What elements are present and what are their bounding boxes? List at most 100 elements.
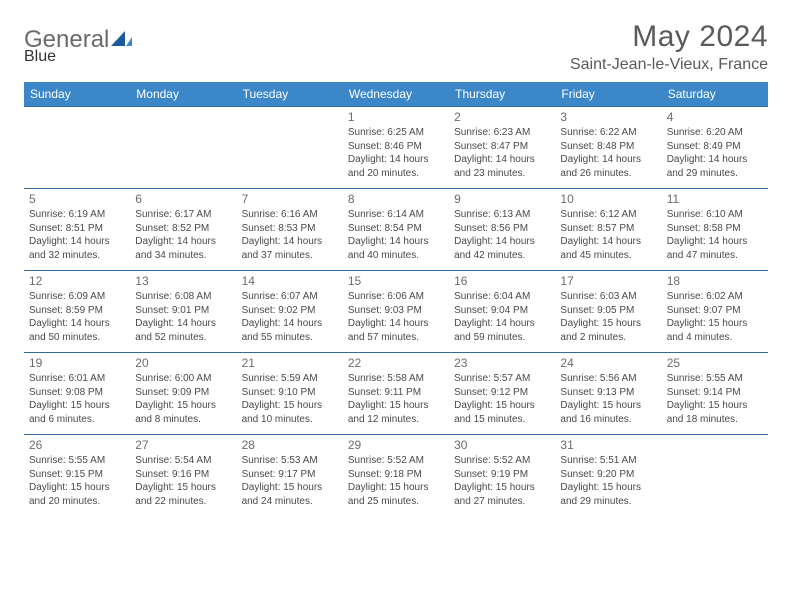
- calendar-cell: 28Sunrise: 5:53 AMSunset: 9:17 PMDayligh…: [237, 435, 343, 517]
- day-header: Saturday: [662, 82, 768, 107]
- daylight-text-2: and 4 minutes.: [667, 331, 763, 345]
- daylight-text-2: and 18 minutes.: [667, 413, 763, 427]
- sunrise-text: Sunrise: 6:25 AM: [348, 126, 444, 140]
- day-number: 27: [135, 438, 231, 452]
- sunrise-text: Sunrise: 5:57 AM: [454, 372, 550, 386]
- sunset-text: Sunset: 8:57 PM: [560, 222, 656, 236]
- daylight-text-1: Daylight: 15 hours: [560, 317, 656, 331]
- day-number: 17: [560, 274, 656, 288]
- sunset-text: Sunset: 9:13 PM: [560, 386, 656, 400]
- day-header: Friday: [555, 82, 661, 107]
- calendar-cell: 22Sunrise: 5:58 AMSunset: 9:11 PMDayligh…: [343, 353, 449, 435]
- daylight-text-2: and 8 minutes.: [135, 413, 231, 427]
- calendar-cell: 13Sunrise: 6:08 AMSunset: 9:01 PMDayligh…: [130, 271, 236, 353]
- daylight-text-2: and 47 minutes.: [667, 249, 763, 263]
- daylight-text-1: Daylight: 14 hours: [667, 153, 763, 167]
- daylight-text-1: Daylight: 15 hours: [560, 481, 656, 495]
- day-number: 18: [667, 274, 763, 288]
- day-number: 28: [242, 438, 338, 452]
- calendar-row: 1Sunrise: 6:25 AMSunset: 8:46 PMDaylight…: [24, 107, 768, 189]
- calendar-cell: 1Sunrise: 6:25 AMSunset: 8:46 PMDaylight…: [343, 107, 449, 189]
- sunset-text: Sunset: 8:59 PM: [29, 304, 125, 318]
- page-title: May 2024: [570, 20, 768, 54]
- daylight-text-1: Daylight: 14 hours: [135, 317, 231, 331]
- sunrise-text: Sunrise: 5:55 AM: [667, 372, 763, 386]
- sunset-text: Sunset: 8:46 PM: [348, 140, 444, 154]
- day-number: 14: [242, 274, 338, 288]
- day-number: 22: [348, 356, 444, 370]
- day-number: 10: [560, 192, 656, 206]
- sunrise-text: Sunrise: 6:08 AM: [135, 290, 231, 304]
- sunset-text: Sunset: 9:09 PM: [135, 386, 231, 400]
- day-number: 20: [135, 356, 231, 370]
- sunrise-text: Sunrise: 6:03 AM: [560, 290, 656, 304]
- day-number: 11: [667, 192, 763, 206]
- daylight-text-1: Daylight: 15 hours: [135, 399, 231, 413]
- sunrise-text: Sunrise: 5:56 AM: [560, 372, 656, 386]
- day-number: 7: [242, 192, 338, 206]
- daylight-text-2: and 25 minutes.: [348, 495, 444, 509]
- daylight-text-2: and 6 minutes.: [29, 413, 125, 427]
- sunset-text: Sunset: 9:10 PM: [242, 386, 338, 400]
- calendar-row: 5Sunrise: 6:19 AMSunset: 8:51 PMDaylight…: [24, 189, 768, 271]
- sunrise-text: Sunrise: 5:53 AM: [242, 454, 338, 468]
- daylight-text-2: and 2 minutes.: [560, 331, 656, 345]
- day-header: Monday: [130, 82, 236, 107]
- daylight-text-2: and 55 minutes.: [242, 331, 338, 345]
- day-number: 16: [454, 274, 550, 288]
- sunrise-text: Sunrise: 6:20 AM: [667, 126, 763, 140]
- sunrise-text: Sunrise: 6:09 AM: [29, 290, 125, 304]
- sunset-text: Sunset: 8:52 PM: [135, 222, 231, 236]
- sunset-text: Sunset: 9:05 PM: [560, 304, 656, 318]
- calendar-cell: 16Sunrise: 6:04 AMSunset: 9:04 PMDayligh…: [449, 271, 555, 353]
- daylight-text-2: and 23 minutes.: [454, 167, 550, 181]
- calendar-cell: [130, 107, 236, 189]
- day-number: 5: [29, 192, 125, 206]
- daylight-text-1: Daylight: 15 hours: [135, 481, 231, 495]
- sunrise-text: Sunrise: 6:12 AM: [560, 208, 656, 222]
- day-number: 31: [560, 438, 656, 452]
- calendar-table: SundayMondayTuesdayWednesdayThursdayFrid…: [24, 82, 768, 516]
- sunset-text: Sunset: 9:16 PM: [135, 468, 231, 482]
- sunrise-text: Sunrise: 5:58 AM: [348, 372, 444, 386]
- calendar-cell: 19Sunrise: 6:01 AMSunset: 9:08 PMDayligh…: [24, 353, 130, 435]
- daylight-text-1: Daylight: 14 hours: [454, 153, 550, 167]
- daylight-text-1: Daylight: 15 hours: [29, 399, 125, 413]
- day-number: 19: [29, 356, 125, 370]
- daylight-text-1: Daylight: 15 hours: [242, 399, 338, 413]
- day-number: 9: [454, 192, 550, 206]
- day-number: 2: [454, 110, 550, 124]
- calendar-body: 1Sunrise: 6:25 AMSunset: 8:46 PMDaylight…: [24, 107, 768, 517]
- daylight-text-2: and 50 minutes.: [29, 331, 125, 345]
- sunrise-text: Sunrise: 6:23 AM: [454, 126, 550, 140]
- day-number: 3: [560, 110, 656, 124]
- calendar-cell: 30Sunrise: 5:52 AMSunset: 9:19 PMDayligh…: [449, 435, 555, 517]
- calendar-cell: 24Sunrise: 5:56 AMSunset: 9:13 PMDayligh…: [555, 353, 661, 435]
- calendar-cell: 14Sunrise: 6:07 AMSunset: 9:02 PMDayligh…: [237, 271, 343, 353]
- calendar-cell: 5Sunrise: 6:19 AMSunset: 8:51 PMDaylight…: [24, 189, 130, 271]
- calendar-row: 12Sunrise: 6:09 AMSunset: 8:59 PMDayligh…: [24, 271, 768, 353]
- calendar-cell: 8Sunrise: 6:14 AMSunset: 8:54 PMDaylight…: [343, 189, 449, 271]
- day-number: 8: [348, 192, 444, 206]
- day-number: 30: [454, 438, 550, 452]
- sunset-text: Sunset: 8:53 PM: [242, 222, 338, 236]
- sunrise-text: Sunrise: 5:59 AM: [242, 372, 338, 386]
- sunrise-text: Sunrise: 6:01 AM: [29, 372, 125, 386]
- calendar-cell: 4Sunrise: 6:20 AMSunset: 8:49 PMDaylight…: [662, 107, 768, 189]
- calendar-cell: 25Sunrise: 5:55 AMSunset: 9:14 PMDayligh…: [662, 353, 768, 435]
- calendar-cell: 10 Sunrise: 6:12 AMSunset: 8:57 PMDayligh…: [555, 189, 661, 271]
- day-number: 26: [29, 438, 125, 452]
- title-block: May 2024 Saint-Jean-le-Vieux, France: [570, 20, 768, 74]
- calendar-cell: 29Sunrise: 5:52 AMSunset: 9:18 PMDayligh…: [343, 435, 449, 517]
- calendar-cell: 12Sunrise: 6:09 AMSunset: 8:59 PMDayligh…: [24, 271, 130, 353]
- sunset-text: Sunset: 8:47 PM: [454, 140, 550, 154]
- sunset-text: Sunset: 8:49 PM: [667, 140, 763, 154]
- daylight-text-2: and 15 minutes.: [454, 413, 550, 427]
- daylight-text-1: Daylight: 15 hours: [454, 481, 550, 495]
- daylight-text-2: and 32 minutes.: [29, 249, 125, 263]
- sunrise-text: Sunrise: 6:07 AM: [242, 290, 338, 304]
- daylight-text-2: and 29 minutes.: [667, 167, 763, 181]
- daylight-text-1: Daylight: 14 hours: [560, 235, 656, 249]
- daylight-text-2: and 27 minutes.: [454, 495, 550, 509]
- daylight-text-2: and 10 minutes.: [242, 413, 338, 427]
